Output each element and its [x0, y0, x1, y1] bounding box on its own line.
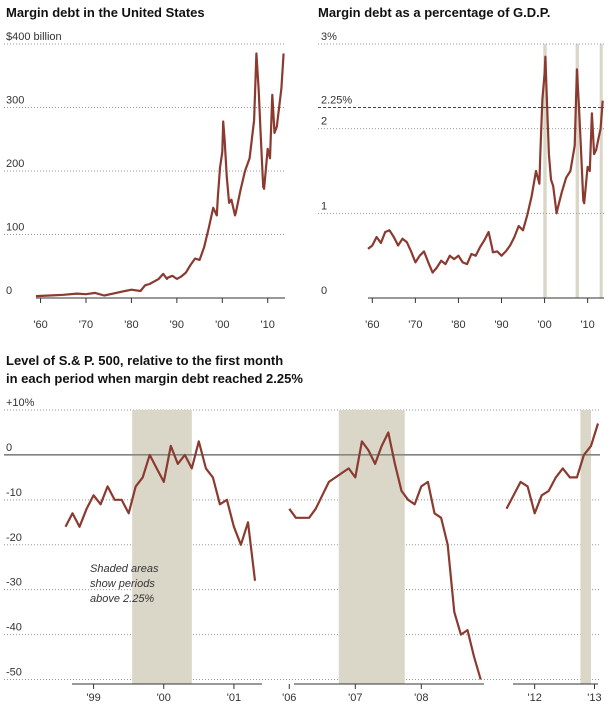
chart1-series-line [35, 52, 285, 298]
chart3-shaded-period [580, 410, 591, 684]
chart2-x-tick-label: '00 [537, 319, 551, 331]
chart1-y-tick-label: 100 [6, 222, 24, 234]
chart3-y-tick-label: -50 [6, 667, 22, 679]
chart3-shaded-period [132, 410, 192, 684]
chart2-shaded-period [543, 44, 547, 298]
chart2-title: Margin debt as a percentage of G.D.P. [318, 5, 551, 20]
chart2-shaded-period [575, 44, 580, 298]
chart1-x-tick-label: '10 [261, 319, 275, 331]
chart3-x-tick-label: '99 [86, 692, 100, 704]
chart2-x-tick-label: '60 [365, 319, 379, 331]
chart2-x-tick-label: '80 [451, 319, 465, 331]
chart1-x-tick-label: '90 [170, 319, 184, 331]
chart3-y-tick-label: -20 [6, 532, 22, 544]
chart2-y-tick-label: 1 [321, 200, 327, 212]
chart1-y-tick-label: 0 [6, 285, 12, 297]
chart3-annotation-line: Shaded areas [90, 563, 159, 575]
chart1-x-tick-label: '60 [33, 319, 47, 331]
chart3-y-tick-label: 0 [6, 442, 12, 454]
chart3-x-tick-label: '00 [157, 692, 171, 704]
chart3-title-line2: in each period when margin debt reached … [6, 371, 303, 386]
chart3-y-tick-label: -30 [6, 577, 22, 589]
chart3-x-tick-label: '08 [414, 692, 428, 704]
chart1-y-tick-label: 200 [6, 158, 24, 170]
chart1-y-tick-label: 300 [6, 95, 24, 107]
chart2-y-tick-label: 3% [321, 31, 337, 43]
chart1-title: Margin debt in the United States [6, 5, 205, 20]
chart3-x-tick-label: '01 [227, 692, 241, 704]
chart3-title-line1: Level of S.& P. 500, relative to the fir… [6, 353, 284, 368]
chart3-series-line [288, 431, 482, 680]
chart2-y-tick-label: 0 [321, 285, 327, 297]
chart1-x-tick-label: '00 [215, 319, 229, 331]
chart3-y-tick-label: -10 [6, 487, 22, 499]
chart2-x-tick-label: '90 [494, 319, 508, 331]
chart3-y-tick-label: -40 [6, 622, 22, 634]
chart3-x-tick-label: '07 [348, 692, 362, 704]
chart1-x-tick-label: '70 [79, 319, 93, 331]
chart3-series-line [64, 440, 257, 581]
chart3-x-tick-label: '12 [527, 692, 541, 704]
chart3-x-tick-label: '13 [587, 692, 601, 704]
chart3-shaded-period [338, 410, 405, 684]
chart3-annotation-line: show periods [90, 578, 155, 590]
chart2-series-line [367, 55, 604, 274]
chart2-reference-label: 2.25% [321, 95, 352, 107]
chart3-series-line [505, 423, 600, 515]
chart2-x-tick-label: '10 [580, 319, 594, 331]
chart2-shaded-period [599, 44, 603, 298]
chart3-annotation-line: above 2.25% [90, 593, 154, 605]
chart3-x-tick-label: '06 [282, 692, 296, 704]
chart1-x-tick-label: '80 [124, 319, 138, 331]
chart1-y-tick-label: $400 billion [6, 31, 62, 43]
chart2-x-tick-label: '70 [408, 319, 422, 331]
chart3-y-tick-label: +10% [6, 397, 35, 409]
chart2-y-tick-label: 2 [321, 116, 327, 128]
